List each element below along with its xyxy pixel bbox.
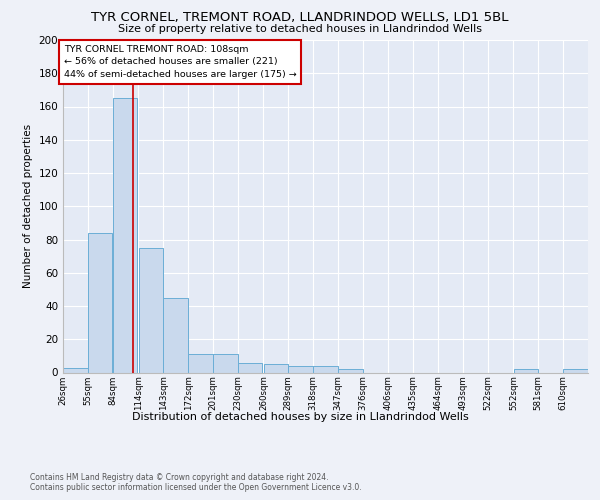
Bar [313,366,338,372]
Text: Contains HM Land Registry data © Crown copyright and database right 2024.: Contains HM Land Registry data © Crown c… [30,472,329,482]
Bar [163,298,188,372]
Bar [213,354,238,372]
Bar [238,362,262,372]
Text: Contains public sector information licensed under the Open Government Licence v3: Contains public sector information licen… [30,484,362,492]
Bar [88,233,112,372]
Bar [338,369,362,372]
Bar [63,368,88,372]
Text: Size of property relative to detached houses in Llandrindod Wells: Size of property relative to detached ho… [118,24,482,34]
Bar [514,369,538,372]
Bar [289,366,313,372]
Bar [563,369,588,372]
Bar [139,248,163,372]
Bar [188,354,212,372]
Text: Distribution of detached houses by size in Llandrindod Wells: Distribution of detached houses by size … [131,412,469,422]
Text: TYR CORNEL TREMONT ROAD: 108sqm
← 56% of detached houses are smaller (221)
44% o: TYR CORNEL TREMONT ROAD: 108sqm ← 56% of… [64,45,296,79]
Bar [113,98,137,372]
Y-axis label: Number of detached properties: Number of detached properties [23,124,33,288]
Text: TYR CORNEL, TREMONT ROAD, LLANDRINDOD WELLS, LD1 5BL: TYR CORNEL, TREMONT ROAD, LLANDRINDOD WE… [91,11,509,24]
Bar [263,364,288,372]
